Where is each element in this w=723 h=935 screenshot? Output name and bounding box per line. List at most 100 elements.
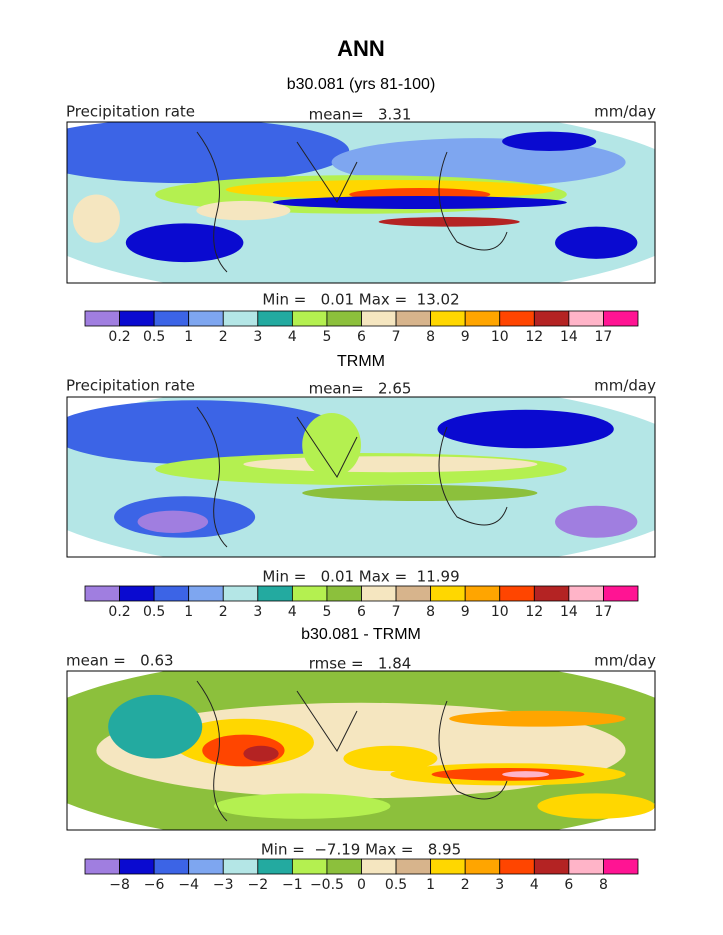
colorbar-swatch bbox=[430, 858, 466, 875]
colorbar-swatch bbox=[222, 585, 259, 602]
colorbar-label: 9 bbox=[461, 329, 470, 345]
field-contour bbox=[72, 194, 120, 243]
header-center: mean= 2.65 bbox=[309, 380, 412, 398]
colorbar-swatch bbox=[153, 585, 190, 602]
coastline bbox=[196, 131, 508, 273]
field-contour bbox=[137, 510, 209, 533]
map-field bbox=[67, 122, 655, 283]
colorbar-label: 0.2 bbox=[108, 604, 130, 620]
colorbar-label: 1 bbox=[184, 329, 193, 345]
colorbar-label: 0.5 bbox=[143, 604, 165, 620]
colorbar-label: 4 bbox=[530, 877, 539, 893]
header-left: Precipitation rate bbox=[66, 377, 195, 395]
field-contour bbox=[214, 793, 391, 819]
colorbar-swatch bbox=[395, 858, 432, 875]
colorbar-swatch bbox=[291, 310, 328, 327]
header-left: mean = 0.63 bbox=[66, 652, 174, 670]
colorbar-label: 12 bbox=[525, 329, 543, 345]
field-contour bbox=[108, 694, 203, 759]
colorbar-swatch bbox=[119, 585, 155, 602]
colorbar-label: 6 bbox=[357, 329, 366, 345]
colorbar-label: 5 bbox=[322, 329, 331, 345]
panel-title: b30.081 - TRMM bbox=[301, 626, 421, 643]
coastline bbox=[196, 406, 508, 548]
field-contour bbox=[343, 745, 438, 772]
colorbar-label: 8 bbox=[426, 604, 435, 620]
colorbar-swatch bbox=[361, 310, 397, 327]
colorbar-swatch bbox=[84, 585, 120, 602]
field-contour bbox=[555, 505, 638, 538]
field-contour bbox=[196, 200, 291, 221]
field-contour bbox=[302, 485, 538, 501]
colorbar-label: −4 bbox=[178, 877, 199, 893]
field-contour bbox=[449, 710, 626, 727]
colorbar-swatch bbox=[326, 858, 362, 875]
colorbar-label: 0.5 bbox=[143, 329, 165, 345]
colorbar-label: 0.2 bbox=[108, 329, 130, 345]
colorbar-label: 17 bbox=[595, 329, 613, 345]
colorbar-label: −8 bbox=[109, 877, 130, 893]
colorbar-label: 9 bbox=[461, 604, 470, 620]
header-right: mm/day bbox=[594, 103, 656, 121]
colorbar-label: 1 bbox=[184, 604, 193, 620]
field-contour bbox=[272, 196, 567, 209]
colorbar-swatch bbox=[430, 310, 466, 327]
min-max-label: Min = −7.19 Max = 8.95 bbox=[261, 841, 461, 859]
colorbar-label: 5 bbox=[322, 604, 331, 620]
colorbar-swatch bbox=[395, 585, 432, 602]
colorbar-label: −1 bbox=[282, 877, 303, 893]
colorbar-swatch bbox=[464, 585, 501, 602]
panel-title: b30.081 (yrs 81-100) bbox=[287, 76, 436, 93]
colorbar-swatch bbox=[257, 585, 293, 602]
map-frame bbox=[66, 670, 656, 831]
map-frame bbox=[66, 121, 656, 284]
field-contour bbox=[537, 793, 655, 819]
colorbar-swatch bbox=[568, 310, 604, 327]
field-contour bbox=[555, 226, 638, 259]
field-contour bbox=[302, 413, 361, 477]
colorbar-label: 4 bbox=[288, 329, 297, 345]
map-field bbox=[67, 397, 655, 557]
colorbar-label: −0.5 bbox=[310, 877, 344, 893]
colorbar-label: 1 bbox=[426, 877, 435, 893]
colorbar-label: 14 bbox=[560, 604, 578, 620]
colorbar-swatch bbox=[153, 858, 190, 875]
colorbar-swatch bbox=[499, 858, 535, 875]
colorbar-swatch bbox=[84, 310, 120, 327]
header-center: mean= 3.31 bbox=[309, 106, 412, 124]
colorbar-label: 12 bbox=[525, 604, 543, 620]
colorbar-swatch bbox=[153, 310, 190, 327]
colorbar-swatch bbox=[568, 858, 604, 875]
colorbar-swatch bbox=[361, 858, 397, 875]
colorbar-label: 17 bbox=[595, 604, 613, 620]
colorbar-label: −2 bbox=[247, 877, 268, 893]
field-contour bbox=[437, 409, 614, 449]
colorbar-swatch bbox=[326, 585, 362, 602]
colorbar-swatch bbox=[119, 858, 155, 875]
field-contour bbox=[125, 223, 244, 263]
field-contour bbox=[502, 131, 597, 151]
colorbar-swatch bbox=[499, 310, 535, 327]
colorbar-swatch bbox=[326, 310, 362, 327]
colorbar-label: 8 bbox=[599, 877, 608, 893]
map-field bbox=[67, 671, 655, 830]
colorbar-swatch bbox=[533, 858, 570, 875]
colorbar-swatch bbox=[533, 585, 570, 602]
colorbar-swatch bbox=[361, 585, 397, 602]
colorbar-label: 6 bbox=[357, 604, 366, 620]
field-contour bbox=[67, 400, 344, 465]
colorbar-label: 8 bbox=[426, 329, 435, 345]
coastline bbox=[196, 680, 508, 822]
map-frame bbox=[66, 396, 656, 558]
colorbar-label: 2 bbox=[219, 604, 228, 620]
min-max-label: Min = 0.01 Max = 13.02 bbox=[262, 291, 459, 309]
colorbar-swatch bbox=[291, 858, 328, 875]
colorbar-swatch bbox=[603, 858, 639, 875]
colorbar-swatch bbox=[603, 585, 639, 602]
colorbar-label: 10 bbox=[491, 329, 509, 345]
colorbar-label: 10 bbox=[491, 604, 509, 620]
colorbar-swatch bbox=[84, 858, 120, 875]
field-contour bbox=[378, 216, 520, 227]
colorbar-swatch bbox=[222, 310, 259, 327]
header-left: Precipitation rate bbox=[66, 103, 195, 121]
